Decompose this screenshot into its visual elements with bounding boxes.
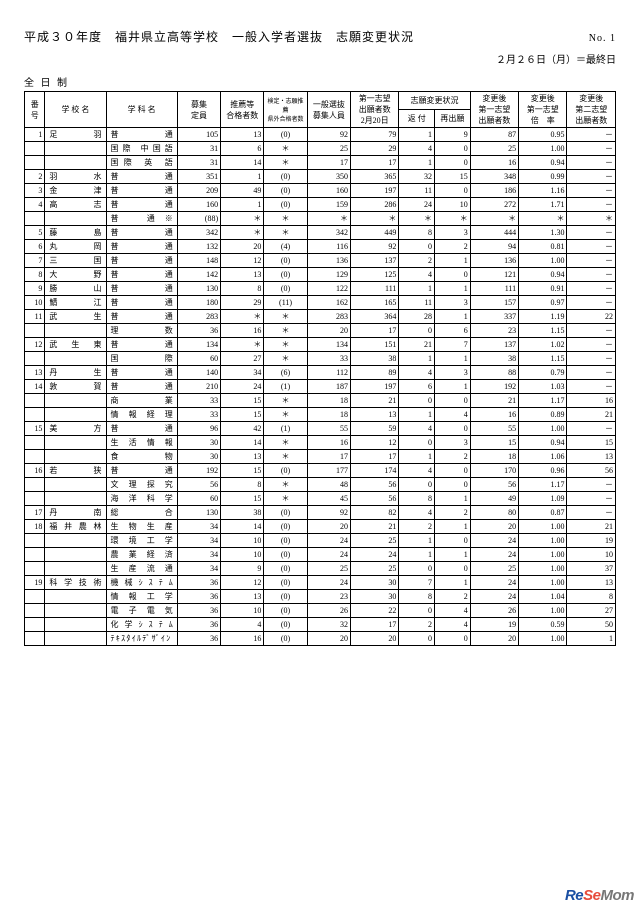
col-gen: 一般選抜募集人員: [307, 92, 350, 128]
col-no: 番号: [25, 92, 45, 128]
table-row: 理 数3616＊201706231.15－: [25, 324, 616, 338]
table-row: 情報経理3315＊181314160.8921: [25, 408, 616, 422]
col-aft: 変更後第一志望出願者数: [470, 92, 518, 128]
table-row: 2羽 水普 通3511(0)35036532153480.99－: [25, 170, 616, 184]
page-title: 平成３０年度 福井県立高等学校 一般入学者選抜 志願変更状況: [24, 28, 414, 45]
table-row: 11武 生普 通283＊＊2833642813371.1922: [25, 310, 616, 324]
col-rate: 変更後第一志望倍 率: [519, 92, 567, 128]
table-row: 18福井農林生物生産3414(0)202121201.0021: [25, 520, 616, 534]
col-change-group: 志願変更状況: [399, 92, 470, 110]
col-quota: 募集定員: [177, 92, 220, 128]
col-rea: 再出願: [435, 110, 471, 128]
table-row: 国 際6027＊333811381.15－: [25, 352, 616, 366]
page-number: No. 1: [589, 33, 616, 44]
table-row: 8大 野普 通14213(0)129125401210.94－: [25, 268, 616, 282]
table-row: 国際 中国語316＊252940251.00－: [25, 142, 616, 156]
table-row: 海洋科学6015＊455681491.09－: [25, 492, 616, 506]
table-row: 7三 国普 通14812(0)136137211361.00－: [25, 254, 616, 268]
section-label: 全 日 制: [24, 74, 616, 89]
table-row: 5藤 島普 通342＊＊342449834441.30－: [25, 226, 616, 240]
table-row: 10鯖 江普 通18029(11)1621651131570.97－: [25, 296, 616, 310]
col-dept: 学 科 名: [106, 92, 177, 128]
col-s2: 変更後第二志望出願者数: [567, 92, 616, 128]
table-row: 食 物3013＊171712181.0613: [25, 450, 616, 464]
table-row: 普 通※(88)＊＊＊＊＊＊＊＊＊: [25, 212, 616, 226]
table-row: 商 業3315＊182100211.1716: [25, 394, 616, 408]
table-row: 6丸 岡普 通13220(4)1169202940.81－: [25, 240, 616, 254]
table-row: 17丹 南総 合13038(0)928242800.87－: [25, 506, 616, 520]
table-row: 9勝 山普 通1308(0)122111111110.91－: [25, 282, 616, 296]
table-row: 情報工学3613(0)233082241.048: [25, 590, 616, 604]
table-row: 環境工学3410(0)242510241.0019: [25, 534, 616, 548]
table-row: 4高 志普 通1601(0)15928624102721.71－: [25, 198, 616, 212]
table-row: 12武生東普 通134＊＊1341512171371.02－: [25, 338, 616, 352]
table-row: 3金 津普 通20949(0)1601971101861.16－: [25, 184, 616, 198]
applicants-table: 番号 学 校 名 学 科 名 募集定員 推薦等合格者数 検定・志願推薦県外合格者…: [24, 91, 616, 646]
col-ret: 返 付: [399, 110, 435, 128]
col-school: 学 校 名: [45, 92, 106, 128]
table-row: 14敦 賀普 通21024(1)187197611921.03－: [25, 380, 616, 394]
table-row: 1足 羽普 通10513(0)927919870.95－: [25, 128, 616, 142]
table-row: 16若 狭普 通19215(0)177174401700.9656: [25, 464, 616, 478]
col-spec: 検定・志願推薦県外合格者数: [264, 92, 307, 128]
table-row: 化学ｼｽﾃﾑ364(0)321724190.5950: [25, 618, 616, 632]
table-row: 19科学技術機械ｼｽﾃﾑ3612(0)243071241.0013: [25, 576, 616, 590]
col-app1: 第一志望出願者数2月20日: [351, 92, 399, 128]
table-row: 国際 英 語3114＊171710160.94－: [25, 156, 616, 170]
col-rec: 推薦等合格者数: [221, 92, 264, 128]
table-row: 電子電気3610(0)262204261.0027: [25, 604, 616, 618]
watermark: ReSeMom: [565, 887, 634, 904]
table-row: 文理探究568＊485600561.17－: [25, 478, 616, 492]
table-row: 13丹 生普 通14034(6)1128943880.79－: [25, 366, 616, 380]
table-row: 生活情報3014＊161203150.9415: [25, 436, 616, 450]
table-row: 農業経済3410(0)242411241.0010: [25, 548, 616, 562]
table-row: 生産流通349(0)252500251.0037: [25, 562, 616, 576]
table-row: ﾃｷｽﾀｲﾙﾃﾞｻﾞｲﾝ3616(0)202000201.001: [25, 632, 616, 646]
date-note: ２月２６日（月）＝最終日: [24, 51, 616, 66]
table-row: 15美 方普 通9642(1)555940551.00－: [25, 422, 616, 436]
